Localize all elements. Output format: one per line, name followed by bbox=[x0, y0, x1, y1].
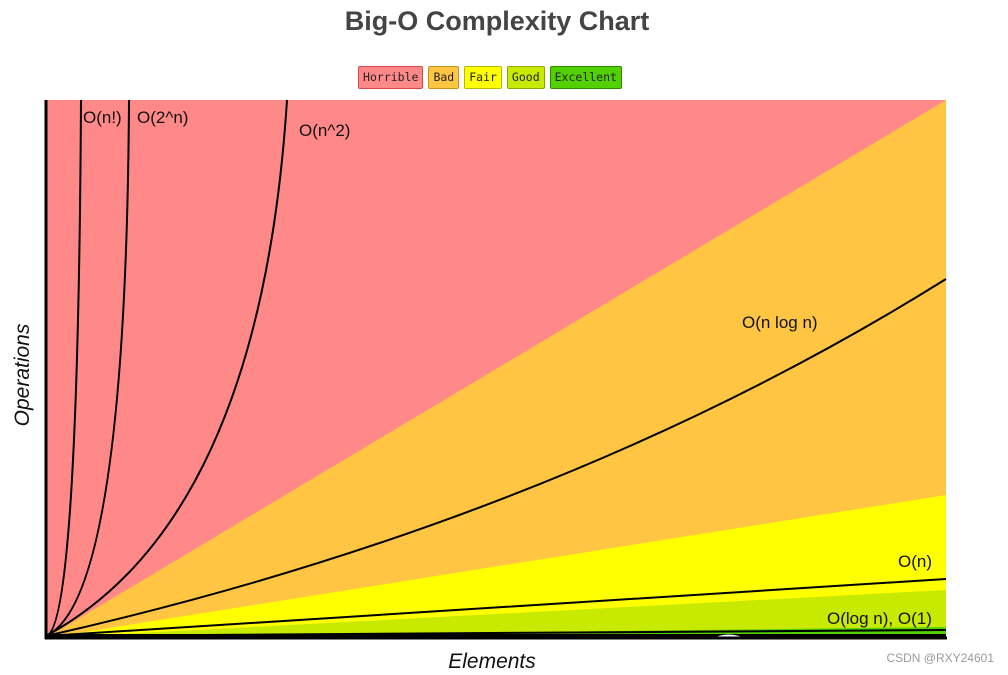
x-axis-label: Elements bbox=[448, 650, 536, 673]
legend-fair: Fair bbox=[464, 66, 502, 89]
curve-quadratic bbox=[45, 99, 288, 637]
legend-good: Good bbox=[506, 66, 545, 89]
label-exponential: O(2^n) bbox=[137, 108, 188, 127]
legend-horrible: Horrible bbox=[358, 66, 424, 89]
region-good bbox=[46, 590, 946, 638]
curve-factorial bbox=[45, 99, 82, 637]
y-axis-label: Operations bbox=[11, 323, 34, 426]
legend-bad: Bad bbox=[428, 66, 460, 89]
legend-excellent: Excellent bbox=[549, 66, 622, 89]
curve-exponential bbox=[45, 99, 130, 637]
label-factorial: O(n!) bbox=[83, 108, 122, 127]
legend: Horrible Bad Fair Good Excellent bbox=[0, 66, 980, 89]
complexity-regions bbox=[46, 100, 946, 638]
watermark: CSDN @RXY24601 bbox=[886, 651, 994, 665]
curve-linear bbox=[45, 578, 947, 637]
region-bad bbox=[46, 100, 946, 638]
axes bbox=[44, 100, 947, 640]
curve-labels: O(n!) O(2^n) O(n^2) O(n log n) O(n) O(lo… bbox=[83, 108, 932, 628]
label-linear: O(n) bbox=[898, 552, 932, 571]
label-quadratic: O(n^2) bbox=[299, 121, 350, 140]
label-linearithmic: O(n log n) bbox=[742, 313, 818, 332]
curve-linearithmic bbox=[45, 278, 947, 637]
complexity-curves bbox=[45, 99, 947, 638]
chart-title: Big-O Complexity Chart bbox=[344, 6, 650, 36]
baseline-notch bbox=[716, 634, 742, 637]
label-logarithmic-constant: O(log n), O(1) bbox=[827, 609, 932, 628]
